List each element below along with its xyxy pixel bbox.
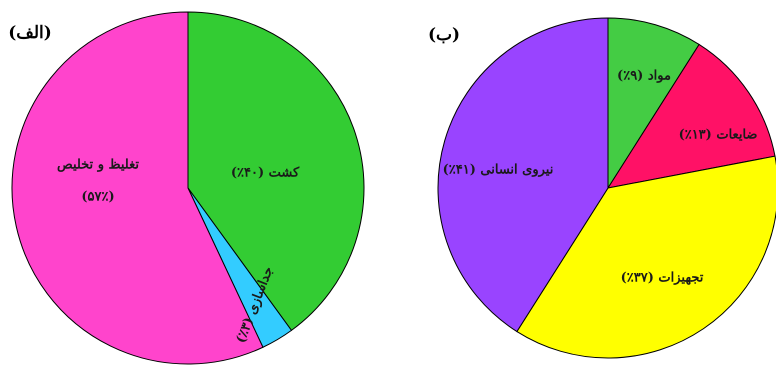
- pie-chart-a-title: (الف): [8, 23, 52, 43]
- pie-b-slice-4: [437, 17, 609, 333]
- pie-b-slice-4-label: نیروی انسانی (۴۱٪): [443, 163, 554, 178]
- pie-a-slice-1-label: کشت (۴۰٪): [231, 166, 300, 181]
- pie-chart-b: مواد (۹٪) ضایعات (۱۳٪) تجهیزات (۳۷٪) نیروی …: [428, 17, 776, 359]
- pie-b-slice-3-label: تجهیزات (۳۷٪): [621, 271, 704, 286]
- pie-a-slice-3-percent: (۵۷٪): [81, 190, 114, 205]
- pie-a-slice-1: [187, 11, 365, 332]
- pie-b-slice-1: [607, 17, 700, 190]
- pie-a-slice-3-label: تغلیظ و تخلیص: [57, 158, 139, 173]
- pie-chart-b-title: (ب): [428, 25, 460, 45]
- pie-b-slice-2: [606, 43, 776, 189]
- pie-chart-a: کشت (۴۰٪)جداسازی (۳٪)تغلیظ و تخلیص(۵۷٪) …: [8, 11, 365, 365]
- pie-a-slice-3: [11, 11, 264, 365]
- pie-b-slice-1-label: مواد (۹٪): [617, 69, 671, 84]
- pie-b-slice-3: [516, 155, 776, 359]
- pie-b-slice-2-label: ضایعات (۱۳٪): [679, 128, 758, 143]
